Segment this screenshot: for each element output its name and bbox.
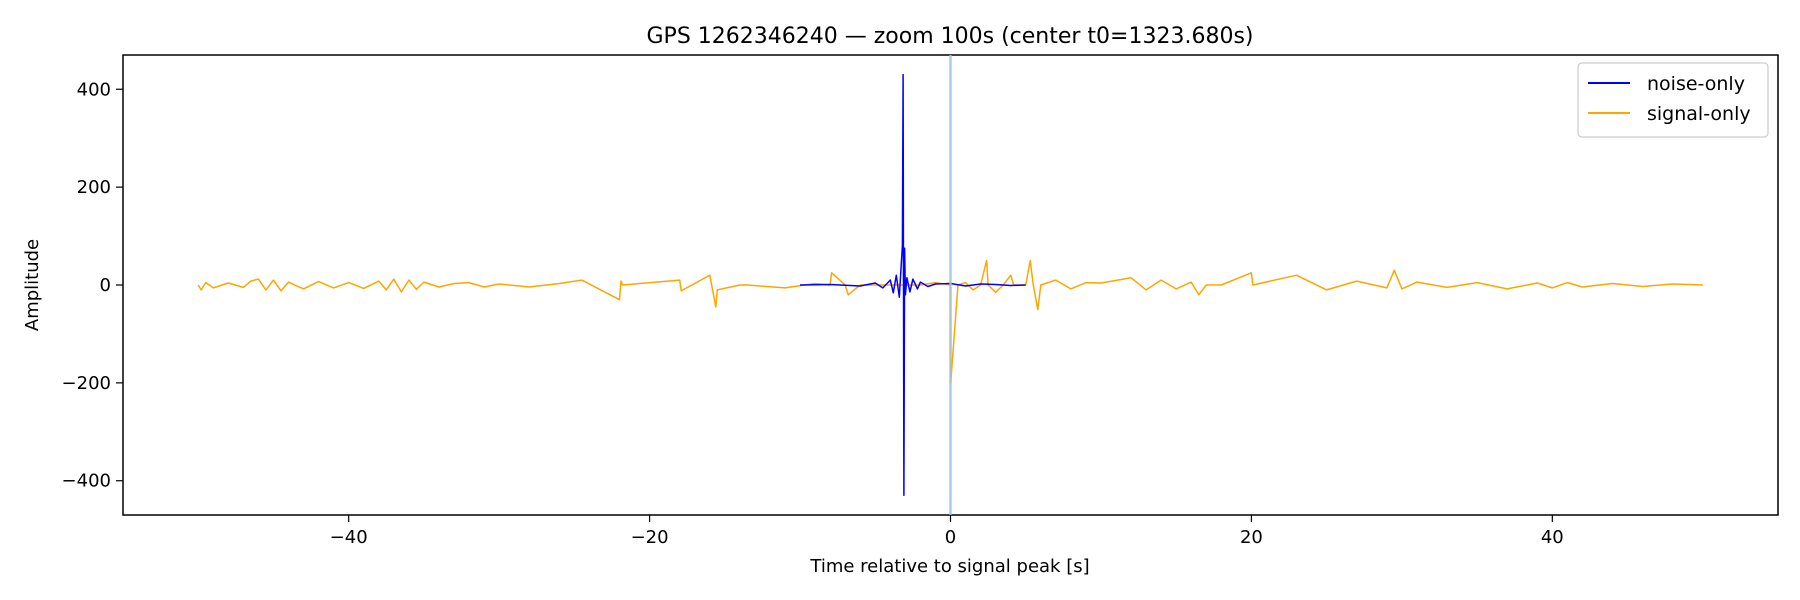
y-tick-label: −200 xyxy=(62,373,111,394)
y-tick-label: −400 xyxy=(62,471,111,492)
legend-box xyxy=(1577,62,1769,138)
chart-title: GPS 1262346240 — zoom 100s (center t0=13… xyxy=(647,24,1254,49)
x-tick-label: −20 xyxy=(631,527,669,548)
x-tick-label: −40 xyxy=(330,527,368,548)
legend: noise-only signal-only xyxy=(1577,62,1769,138)
y-tick-label: 400 xyxy=(77,79,111,100)
x-tick-label: 20 xyxy=(1240,527,1263,548)
series-layer xyxy=(197,73,1703,497)
x-tick-label: 0 xyxy=(945,527,956,548)
legend-label-noise-only: noise-only xyxy=(1647,73,1745,95)
x-axis-label: Time relative to signal peak [s] xyxy=(809,556,1089,577)
series-line-signal-only xyxy=(197,259,1703,384)
y-axis-label: Amplitude xyxy=(22,239,43,331)
series-line-noise-only xyxy=(799,73,1026,497)
y-tick-label: 0 xyxy=(100,275,111,296)
x-axis: −40 −20 0 20 40 xyxy=(330,515,1564,548)
legend-label-signal-only: signal-only xyxy=(1647,103,1751,125)
x-tick-label: 40 xyxy=(1541,527,1564,548)
y-tick-label: 200 xyxy=(77,177,111,198)
y-axis: −400 −200 0 200 400 xyxy=(62,79,123,492)
